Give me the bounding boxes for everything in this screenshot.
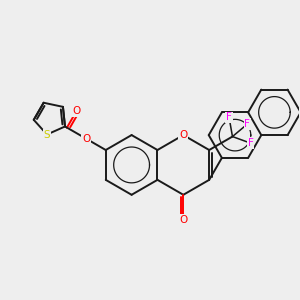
Text: O: O <box>179 215 188 225</box>
Text: O: O <box>73 106 81 116</box>
Text: F: F <box>226 112 232 122</box>
Text: F: F <box>244 119 250 129</box>
Text: F: F <box>248 138 254 148</box>
Text: O: O <box>179 130 188 140</box>
Text: O: O <box>82 134 91 144</box>
Text: S: S <box>44 130 50 140</box>
